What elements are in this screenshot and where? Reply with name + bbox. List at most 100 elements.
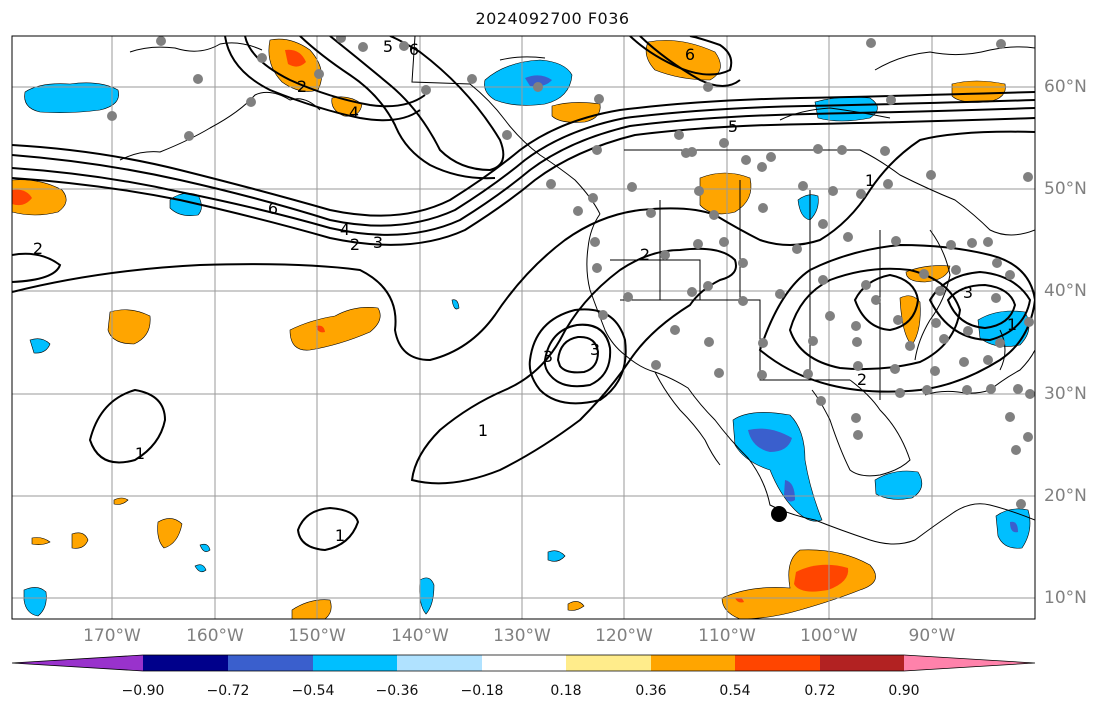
lon-label: 150°W [288, 626, 346, 646]
colorbar-outline [11, 654, 1036, 672]
shade-blob [29, 338, 51, 354]
shade-blob [291, 599, 332, 619]
lat-label: 40°N [1044, 281, 1087, 301]
colorbar-tick-label: 0.18 [550, 683, 582, 699]
shade-blob [547, 550, 566, 562]
lon-label: 160°W [186, 626, 244, 646]
colorbar-bin [313, 655, 397, 671]
shade-blob [419, 577, 435, 615]
colorbar-tick-label: 0.54 [719, 683, 751, 699]
contour-label: 6 [268, 199, 278, 218]
shade-blob [285, 49, 306, 67]
contour-label: 2 [857, 370, 867, 389]
shade-blob [551, 102, 601, 123]
contour-label: 2 [33, 239, 43, 258]
map-title: 2024092700 F036 [475, 9, 630, 28]
lat-label: 10°N [1044, 588, 1087, 608]
shade-blob [194, 564, 207, 573]
lon-label: 130°W [493, 626, 551, 646]
shading-layer [12, 38, 1031, 619]
lon-label: 120°W [595, 626, 653, 646]
shade-blob [525, 75, 552, 87]
colorbar-bin [482, 655, 566, 671]
lat-label: 50°N [1044, 179, 1087, 199]
contour-label: 6 [685, 45, 695, 64]
lon-label: 100°W [800, 626, 858, 646]
contour-label: 2 [640, 245, 650, 264]
shade-blob [316, 325, 325, 333]
contour-label: 4 [349, 103, 359, 122]
colorbar-tick-label: −0.54 [291, 683, 335, 699]
contour-lines [12, 36, 1035, 552]
shade-blob [951, 80, 1006, 103]
colorbar-tick-label: −0.90 [121, 683, 165, 699]
colorbar-bin [735, 655, 820, 671]
colorbar-tick-label: 0.72 [804, 683, 836, 699]
contour-label: 1 [865, 171, 875, 190]
contour-label: 4 [340, 220, 350, 239]
station-dots [107, 36, 1035, 509]
lat-label: 30°N [1044, 384, 1087, 404]
lon-label: 140°W [391, 626, 449, 646]
shade-blob [794, 564, 849, 592]
contour-label: 3 [373, 233, 383, 252]
colorbar-bin [228, 655, 313, 671]
shade-blob [157, 518, 183, 549]
colorbar-extend-high [904, 655, 1035, 671]
graticule [12, 36, 1035, 619]
shade-blob [107, 309, 151, 345]
colorbar-tick-label: −0.36 [375, 683, 419, 699]
lat-label: 20°N [1044, 486, 1087, 506]
contour-label: 3 [543, 347, 553, 366]
colorbar-bin [820, 655, 904, 671]
colorbar-bin [397, 655, 482, 671]
lon-label: 110°W [698, 626, 756, 646]
contour-label: 1 [478, 421, 488, 440]
shade-blob [71, 532, 89, 549]
shade-blob [113, 497, 129, 505]
contour-label-layer: 6 5 4 4 3 2 6 1 2 3 2 1 1 2 3 1 2 3 6 5 … [33, 37, 1017, 545]
shade-blob [289, 307, 381, 351]
shade-blob [1010, 521, 1018, 533]
colorbar-bin [566, 655, 651, 671]
contour-label: 6 [409, 40, 419, 59]
shade-blob [735, 597, 744, 603]
contour-label: 1 [135, 444, 145, 463]
colorbar-tick-label: −0.18 [460, 683, 504, 699]
colorbar-tick-label: −0.72 [206, 683, 250, 699]
shade-blob [199, 543, 211, 552]
colorbar-tick-label: 0.90 [888, 683, 920, 699]
shade-blob [24, 82, 119, 113]
shade-blob [814, 96, 878, 122]
contour-label: 5 [728, 117, 738, 136]
lat-label: 60°N [1044, 77, 1087, 97]
shade-blob [31, 537, 51, 545]
contour-label: 5 [383, 37, 393, 56]
contour-label: 3 [590, 340, 600, 359]
shade-blob [797, 194, 819, 221]
colorbar-bin [651, 655, 735, 671]
contour-label: 1 [1007, 315, 1017, 334]
colorbar-bin [143, 655, 228, 671]
shade-blob [645, 40, 721, 81]
contour-label: 1 [335, 526, 345, 545]
lon-label: 170°W [83, 626, 141, 646]
colorbar-extend-low [12, 655, 143, 671]
shade-blob [451, 299, 460, 310]
colorbar-tick-label: 0.36 [635, 683, 667, 699]
map-frame [11, 35, 1036, 620]
shade-blob [567, 601, 585, 611]
shade-blob [874, 470, 923, 500]
lon-label: 90°W [908, 626, 956, 646]
contour-label: 2 [297, 77, 307, 96]
colorbar [11, 654, 1036, 672]
contour-label: 3 [963, 283, 973, 302]
shade-blob [23, 587, 47, 617]
shade-blob [732, 412, 823, 522]
shade-blob [699, 172, 752, 215]
contour-label: 2 [350, 235, 360, 254]
shade-blob [748, 428, 792, 452]
shade-blob [12, 189, 32, 206]
shade-blob [977, 310, 1030, 347]
